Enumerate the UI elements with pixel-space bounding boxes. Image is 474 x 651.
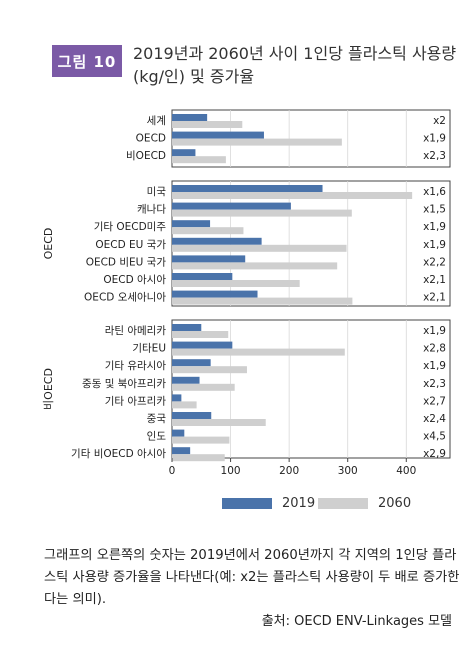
bar-2019: [172, 376, 200, 384]
ratio-label: x2,8: [423, 343, 446, 355]
bar-2019: [172, 341, 233, 349]
bar-chart: 세계 x2 OECD x1,9 비OECD x2,3 OECD 미국 x1,6 캐나다 x1,5 기타…: [42, 109, 451, 477]
bar-2019: [172, 255, 246, 263]
group-label: 비OECD: [42, 368, 55, 410]
ratio-label: x2: [433, 115, 446, 127]
bar-2060: [172, 454, 225, 462]
legend-item-2060: 2060: [318, 496, 411, 511]
bar-2019: [172, 220, 211, 228]
bar-2019: [172, 394, 182, 402]
ratio-label: x1,9: [423, 221, 446, 233]
bar-2019: [172, 131, 264, 139]
category-label: 미국: [147, 186, 167, 198]
bar-2019: [172, 202, 291, 210]
bar-2019: [172, 149, 196, 157]
category-label: 중국: [147, 413, 167, 425]
figure-label: 그림 10: [52, 45, 122, 77]
bar-2019: [172, 290, 258, 298]
ratio-label: x1,5: [423, 204, 446, 216]
bar-2060: [172, 280, 300, 287]
category-label: 기타 비OECD 아시아: [71, 448, 166, 460]
category-label: 비OECD: [126, 150, 166, 162]
category-label: OECD 아시아: [103, 274, 166, 286]
ratio-label: x2,7: [423, 395, 446, 407]
bar-2060: [172, 138, 342, 146]
ratio-label: x1,9: [423, 360, 446, 372]
bar-2060: [172, 192, 413, 199]
x-tick-label: 0: [169, 465, 176, 477]
bar-2019: [172, 412, 212, 419]
category-label: OECD EU 국가: [95, 239, 166, 251]
chart-legend: 2019 2060: [0, 496, 474, 520]
legend-label-2060: 2060: [378, 496, 412, 511]
legend-label-2019: 2019: [282, 496, 316, 511]
category-label: 기타 OECD미주: [94, 221, 167, 233]
bar-2019: [172, 359, 211, 367]
category-label: 기타EU: [132, 343, 166, 355]
category-label: 기타 유라시아: [105, 360, 167, 372]
x-tick-label: 100: [221, 465, 241, 477]
x-tick-label: 400: [396, 465, 416, 477]
bar-2060: [172, 331, 229, 338]
bar-2060: [172, 383, 235, 391]
bar-2060: [172, 244, 347, 252]
bar-2019: [172, 447, 191, 455]
bar-2019: [172, 114, 208, 121]
bar-2060: [172, 348, 345, 356]
bar-2060: [172, 401, 197, 409]
ratio-label: x2,4: [423, 413, 446, 425]
ratio-label: x1,9: [423, 133, 446, 145]
legend-swatch-2060: [318, 498, 368, 509]
ratio-label: x2,2: [423, 256, 446, 268]
bar-2019: [172, 273, 233, 280]
x-tick-label: 300: [338, 465, 358, 477]
chart-note: 그래프의 오른쪽의 숫자는 2019년에서 2060년까지 각 지역의 1인당 …: [44, 548, 460, 607]
bar-2060: [172, 227, 244, 235]
ratio-label: x2,3: [423, 378, 446, 390]
legend-swatch-2019: [222, 498, 272, 509]
ratio-label: x2,1: [423, 274, 446, 286]
category-label: 캐나다: [137, 204, 166, 216]
ratio-label: x1,9: [423, 325, 446, 337]
category-label: 기타 아프리카: [105, 395, 167, 407]
ratio-label: x4,5: [423, 431, 446, 443]
ratio-label: x2,3: [423, 150, 446, 162]
group-label: OECD: [42, 228, 55, 260]
category-label: 라틴 아메리카: [105, 325, 167, 337]
chart-source: 출처: OECD ENV-Linkages 모델: [261, 614, 452, 629]
bar-2019: [172, 324, 202, 331]
bar-2060: [172, 366, 247, 374]
category-label: OECD: [136, 133, 166, 145]
ratio-label: x1,6: [423, 186, 446, 198]
bar-2060: [172, 262, 338, 270]
bar-2060: [172, 297, 353, 305]
bar-2060: [172, 436, 230, 444]
bar-2019: [172, 185, 323, 192]
category-label: 중동 및 북아프리카: [82, 378, 166, 390]
category-label: 인도: [147, 431, 167, 443]
legend-item-2019: 2019: [222, 496, 315, 511]
bar-2060: [172, 156, 226, 164]
category-label: OECD 오세아니아: [84, 292, 166, 304]
bar-2019: [172, 429, 185, 437]
bar-2060: [172, 419, 266, 426]
figure-title: 2019년과 2060년 사이 1인당 플라스틱 사용량(kg/인) 및 증가율: [133, 44, 457, 86]
ratio-label: x1,9: [423, 239, 446, 251]
bar-2019: [172, 237, 262, 245]
category-label: OECD 비EU 국가: [86, 256, 167, 268]
bar-2060: [172, 209, 352, 217]
x-tick-label: 200: [279, 465, 299, 477]
category-label: 세계: [147, 115, 166, 127]
ratio-label: x2,9: [423, 448, 446, 460]
ratio-label: x2,1: [423, 292, 446, 304]
bar-2060: [172, 121, 243, 128]
